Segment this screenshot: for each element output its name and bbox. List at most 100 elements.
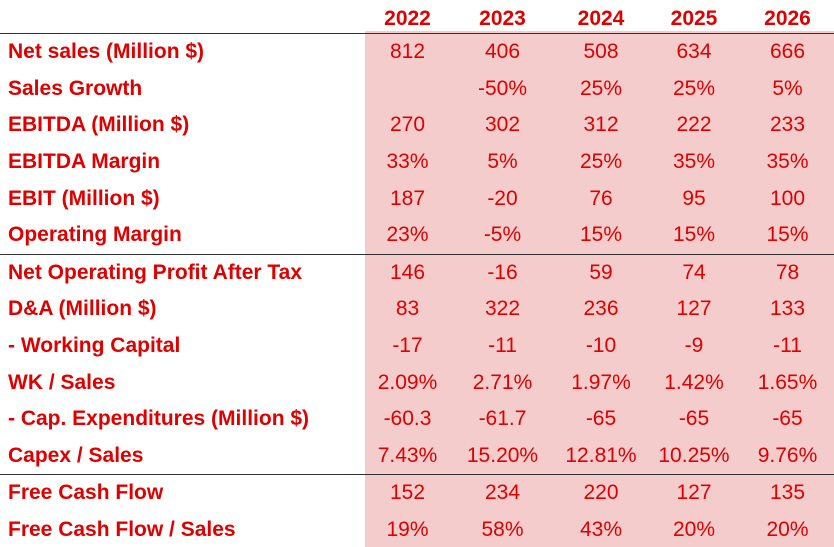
value-cell: -11 — [488, 334, 517, 358]
value-cell: 25% — [579, 150, 623, 174]
value-cell: 35% — [766, 150, 809, 174]
value-cell: 270 — [389, 113, 426, 137]
year-header: 2025 — [670, 7, 718, 30]
table-row: Capex / Sales 7.43% 15.20% 12.81% 10.25%… — [0, 437, 834, 476]
table-row: EBITDA (Million $) 270 302 312 222 233 — [0, 107, 834, 144]
row-label: Capex / Sales — [0, 437, 365, 476]
value-cell: 7.43% — [365, 437, 450, 476]
value-cell: -16 — [487, 260, 518, 284]
value-cell: 100 — [769, 186, 806, 210]
value-cell: 812 — [389, 40, 426, 64]
value-cell: -10 — [585, 334, 617, 358]
value-cell: 2.09% — [377, 370, 438, 394]
value-cell: 127 — [676, 481, 712, 505]
value-cell: 15% — [741, 216, 834, 255]
value-cell: 33% — [386, 150, 429, 174]
value-cell: 95 — [682, 186, 706, 210]
year-header: 2026 — [764, 7, 811, 30]
value-cell: 133 — [769, 297, 806, 321]
value-cell: 20% — [672, 518, 716, 542]
table-row: D&A (Million $) 83 322 236 127 133 — [0, 291, 834, 328]
row-label: Net sales (Million $) — [8, 40, 205, 64]
row-label: Net Operating Profit After Tax — [8, 260, 303, 284]
year-header: 2023 — [479, 7, 526, 30]
value-cell: 10.25% — [647, 437, 741, 476]
value-cell: 312 — [583, 113, 619, 137]
table-row: Free Cash Flow 152 234 220 127 135 — [0, 475, 834, 512]
value-cell: 1.65% — [757, 370, 818, 394]
value-cell: 74 — [682, 260, 706, 284]
value-cell: 35% — [672, 150, 716, 174]
row-label: Operating Margin — [0, 216, 365, 255]
value-cell: 19% — [386, 518, 429, 542]
value-cell: 15% — [647, 216, 741, 255]
value-cell: 9.76% — [741, 437, 834, 476]
table-row: Net sales (Million $) 812 406 508 634 66… — [0, 34, 834, 71]
header-label-cell — [0, 0, 365, 34]
value-cell: 20% — [766, 518, 809, 542]
value-cell: -61.7 — [478, 407, 527, 431]
value-cell: 146 — [389, 260, 426, 284]
year-header-row: 2022 2023 2024 2025 2026 — [0, 0, 834, 34]
value-cell: 666 — [769, 40, 806, 64]
row-label: EBITDA (Million $) — [8, 113, 190, 137]
value-cell — [365, 71, 450, 108]
row-label: EBIT (Million $) — [8, 186, 160, 210]
value-cell: -65 — [678, 407, 710, 431]
value-cell: 15.20% — [450, 437, 555, 476]
value-cell: -9 — [684, 334, 704, 358]
value-cell: 5% — [772, 76, 803, 100]
value-cell: -11 — [773, 334, 802, 358]
table-row: Sales Growth -50% 25% 25% 5% — [0, 71, 834, 108]
row-label: D&A (Million $) — [8, 297, 157, 321]
value-cell: 222 — [676, 113, 712, 137]
value-cell: 1.97% — [571, 370, 631, 394]
value-cell: 59 — [589, 260, 613, 284]
value-cell: -50% — [477, 76, 528, 100]
row-label: WK / Sales — [8, 370, 116, 394]
value-cell: 233 — [769, 113, 806, 137]
value-cell: 12.81% — [555, 437, 647, 476]
value-cell: 236 — [583, 297, 619, 321]
value-cell: -60.3 — [383, 407, 432, 431]
year-header: 2024 — [577, 7, 625, 30]
value-cell: 302 — [484, 113, 521, 137]
value-cell: 43% — [579, 518, 623, 542]
value-cell: 25% — [579, 76, 623, 100]
value-cell: 25% — [672, 76, 716, 100]
value-cell: 152 — [389, 481, 426, 505]
value-cell: -17 — [392, 334, 423, 358]
value-cell: -20 — [487, 186, 518, 210]
value-cell: 1.42% — [664, 370, 724, 394]
value-cell: 406 — [484, 40, 521, 64]
table-row: Free Cash Flow / Sales 19% 58% 43% 20% 2… — [0, 512, 834, 547]
value-cell: 508 — [583, 40, 619, 64]
value-cell: 58% — [481, 518, 524, 542]
row-label: Free Cash Flow — [8, 481, 164, 505]
table-row: - Working Capital -17 -11 -10 -9 -11 — [0, 328, 834, 365]
value-cell: 2.71% — [472, 370, 533, 394]
value-cell: 322 — [484, 297, 521, 321]
table-row: - Cap. Expenditures (Million $) -60.3 -6… — [0, 401, 834, 438]
value-cell: -5% — [450, 216, 555, 255]
table-row: EBIT (Million $) 187 -20 76 95 100 — [0, 180, 834, 217]
row-label: EBITDA Margin — [8, 150, 161, 174]
value-cell: 83 — [395, 297, 420, 321]
table-row: Net Operating Profit After Tax 146 -16 5… — [0, 254, 834, 291]
value-cell: -65 — [585, 407, 617, 431]
table-row: WK / Sales 2.09% 2.71% 1.97% 1.42% 1.65% — [0, 364, 834, 401]
value-cell: 187 — [389, 186, 426, 210]
value-cell: 135 — [769, 481, 806, 505]
value-cell: 220 — [583, 481, 619, 505]
row-label: Sales Growth — [8, 76, 143, 100]
value-cell: 634 — [676, 40, 712, 64]
table-row: Operating Margin 23% -5% 15% 15% 15% — [0, 216, 834, 255]
value-cell: 5% — [487, 150, 518, 174]
row-label: - Working Capital — [8, 334, 181, 358]
row-label: - Cap. Expenditures (Million $) — [8, 407, 310, 431]
value-cell: 78 — [775, 260, 800, 284]
value-cell: 23% — [365, 216, 450, 255]
value-cell: 15% — [555, 216, 647, 255]
